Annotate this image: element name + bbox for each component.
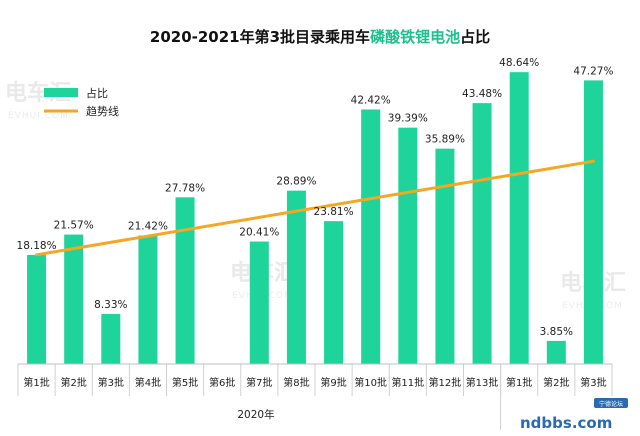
legend-label-bar: 占比 — [86, 86, 108, 100]
x-tick-10: 第10批 — [354, 376, 387, 389]
value-label-10: 42.42% — [351, 94, 391, 106]
x-tick-13: 第13批 — [466, 376, 499, 389]
group-label: 2020年 — [237, 408, 274, 421]
value-label-14: 48.64% — [499, 57, 539, 69]
x-tick-7: 第7批 — [246, 376, 272, 389]
site-badge-sub: 宁德论坛 — [599, 400, 623, 408]
bars-layer — [27, 72, 603, 365]
bar-5 — [175, 197, 195, 364]
bar-7 — [249, 241, 269, 364]
bar-4 — [138, 235, 158, 364]
title-suffix: 占比 — [460, 28, 490, 46]
x-tick-14: 第1批 — [506, 376, 532, 389]
value-label-9: 23.81% — [314, 206, 354, 218]
x-tick-11: 第11批 — [391, 376, 424, 389]
value-label-13: 43.48% — [462, 88, 502, 100]
bar-16 — [583, 80, 603, 364]
bar-11 — [398, 127, 418, 364]
value-label-8: 28.89% — [276, 176, 316, 188]
bar-8 — [286, 190, 306, 364]
value-label-2: 21.57% — [54, 220, 94, 232]
legend: 占比 趋势线 — [44, 86, 119, 118]
value-label-16: 47.27% — [573, 65, 613, 77]
site-badge-tag — [594, 398, 628, 408]
bar-9 — [324, 221, 344, 364]
value-labels-layer: 18.18% 21.57% 8.33% 21.42% 27.78% 20.41% 28.89… — [17, 57, 614, 338]
site-badge-text: ndbbs.com — [520, 414, 612, 432]
x-tick-15: 第2批 — [543, 376, 569, 389]
x-tick-2: 第2批 — [61, 376, 87, 389]
value-label-11: 39.39% — [388, 113, 428, 125]
x-tick-3: 第3批 — [98, 376, 124, 389]
bar-13 — [472, 103, 492, 365]
x-tick-8: 第8批 — [283, 376, 309, 389]
x-tick-5: 第5批 — [172, 376, 198, 389]
x-tick-9: 第9批 — [320, 376, 346, 389]
chart-title: 2020-2021年第3批目录乘用车磷酸铁锂电池占比 — [150, 28, 490, 46]
value-label-7: 20.41% — [239, 227, 279, 239]
title-prefix: 2020-2021年第3批目录乘用车 — [150, 28, 370, 46]
value-label-15: 3.85% — [540, 326, 573, 338]
value-label-12: 35.89% — [425, 134, 465, 146]
value-label-3: 8.33% — [94, 299, 127, 311]
site-badge-bg — [508, 410, 632, 434]
watermark-site: EVHUI.COM — [8, 111, 69, 121]
x-axis: 第1批 第2批 第3批 第4批 第5批 第6批 第7批 第8批 第9批 第10批 第11批 第12批第… — [17, 363, 613, 430]
bar-1 — [27, 254, 47, 364]
bar-3 — [101, 314, 121, 364]
bar-14 — [509, 72, 529, 364]
title-highlight: 磷酸铁锂电池 — [370, 28, 460, 46]
trend-layer — [35, 159, 595, 257]
x-tick-4: 第4批 — [135, 376, 161, 389]
value-label-4: 21.42% — [128, 220, 168, 232]
bar-2 — [64, 234, 84, 364]
site-badge: ndbbs.com 宁德论坛 — [508, 398, 632, 434]
value-label-1: 18.18% — [17, 240, 57, 252]
x-tick-6: 第6批 — [209, 376, 235, 389]
x-tick-1: 第1批 — [23, 376, 49, 389]
value-label-5: 27.78% — [165, 182, 205, 194]
x-tick-16: 第3批 — [580, 376, 606, 389]
trend-line — [35, 159, 595, 257]
legend-swatch-bar — [44, 88, 78, 97]
x-tick-12: 第12批 — [429, 376, 462, 389]
bar-15 — [546, 340, 566, 364]
legend-label-trend: 趋势线 — [86, 104, 119, 118]
bar-12 — [435, 148, 455, 364]
bar-10 — [361, 109, 381, 364]
